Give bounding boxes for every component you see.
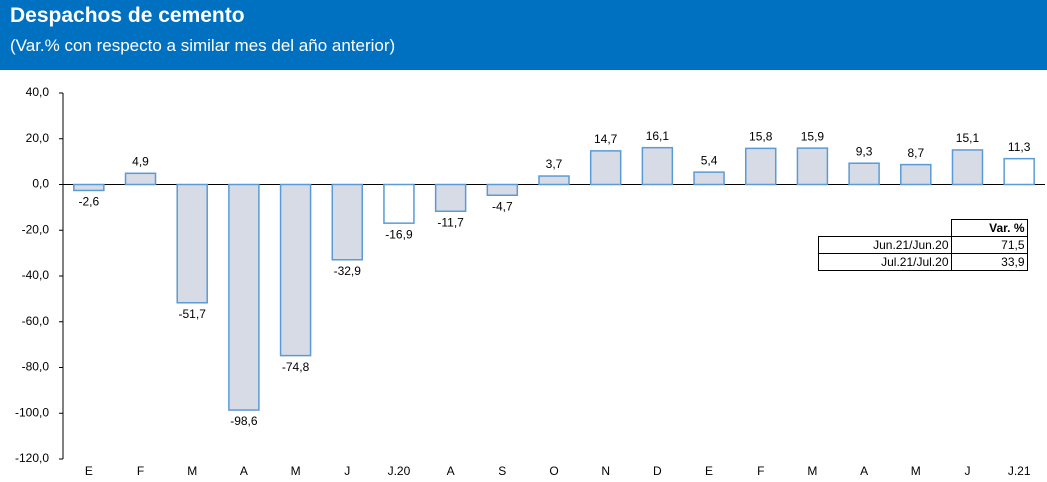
- x-tick-label: M: [187, 464, 197, 478]
- y-tick-label: -40,0: [22, 268, 50, 282]
- bar: [796, 147, 829, 186]
- value-label: 15,1: [956, 131, 980, 145]
- y-tick-label: 20,0: [26, 131, 50, 145]
- bar: [434, 183, 467, 213]
- bar: [744, 147, 777, 186]
- empty-cell: [819, 220, 952, 237]
- value-label: -32,9: [334, 264, 362, 278]
- x-tick-label: J.21: [1008, 464, 1031, 478]
- x-tick-label: E: [705, 464, 713, 478]
- value-label: -11,7: [437, 215, 464, 229]
- x-tick-label: S: [498, 464, 506, 478]
- bar: [693, 171, 725, 186]
- x-tick-label: F: [757, 464, 764, 478]
- bar: [228, 183, 260, 411]
- table-header: Var. %: [950, 219, 1028, 237]
- y-tick-label: 40,0: [26, 85, 50, 99]
- bar: [176, 183, 208, 304]
- x-tick-label: J: [964, 464, 970, 478]
- x-tick-label: M: [911, 464, 921, 478]
- row-value: 33,9: [950, 253, 1028, 271]
- bar: [951, 149, 984, 186]
- bar: [124, 172, 157, 186]
- chart-subtitle: (Var.% con respecto a similar mes del añ…: [10, 36, 396, 55]
- bar: [486, 183, 519, 197]
- x-tick-label: O: [549, 464, 558, 478]
- x-tick-label: J.20: [388, 464, 411, 478]
- row-value: 71,5: [950, 236, 1028, 254]
- bar: [538, 175, 570, 186]
- row-label: Jun.21/Jun.20: [818, 236, 952, 254]
- y-tick-label: -80,0: [22, 360, 50, 374]
- x-tick-label: A: [860, 464, 868, 478]
- row-label: Jul.21/Jul.20: [818, 253, 952, 271]
- bar: [900, 163, 932, 186]
- chart-title: Despachos de cemento: [10, 4, 245, 27]
- bar: [331, 183, 364, 261]
- y-tick-label: 0,0: [32, 177, 49, 191]
- bar: [1003, 157, 1035, 186]
- value-label: 15,8: [749, 130, 773, 144]
- value-label: -98,6: [230, 414, 258, 428]
- bar: [848, 162, 880, 186]
- value-label: -74,8: [282, 360, 310, 374]
- value-label: 3,7: [546, 157, 563, 171]
- y-tick-label: -120,0: [15, 451, 49, 465]
- y-tick-label: -60,0: [22, 314, 50, 328]
- x-tick-label: N: [601, 464, 610, 478]
- x-tick-label: E: [85, 464, 93, 478]
- x-tick-label: D: [653, 464, 662, 478]
- y-tick-label: -20,0: [22, 222, 50, 236]
- value-label: 8,7: [907, 146, 924, 160]
- bar: [73, 183, 105, 192]
- x-tick-label: A: [447, 464, 455, 478]
- x-tick-label: A: [240, 464, 248, 478]
- value-label: -4,7: [492, 199, 513, 213]
- header: Despachos de cemento (Var.% con respecto…: [0, 0, 1047, 70]
- value-label: 5,4: [701, 153, 718, 167]
- value-label: 14,7: [594, 132, 618, 146]
- value-label: 16,1: [646, 129, 670, 143]
- value-label: -51,7: [179, 307, 207, 321]
- y-tick-label: -100,0: [15, 405, 49, 419]
- value-label: 15,9: [801, 129, 825, 143]
- bar: [383, 183, 415, 224]
- x-tick-label: M: [291, 464, 301, 478]
- value-label: -2,6: [78, 195, 99, 209]
- bar: [589, 150, 622, 186]
- bar: [279, 183, 312, 357]
- x-tick-label: M: [807, 464, 817, 478]
- value-label: -16,9: [385, 227, 413, 241]
- value-label: 4,9: [132, 154, 149, 168]
- summary-table: Var. % Jun.21/Jun.20 71,5 Jul.21/Jul.20 …: [818, 219, 1028, 271]
- value-label: 11,3: [1008, 140, 1031, 154]
- value-label: 9,3: [856, 144, 873, 158]
- x-tick-label: F: [137, 464, 144, 478]
- bar: [641, 146, 674, 186]
- x-tick-label: J: [344, 464, 350, 478]
